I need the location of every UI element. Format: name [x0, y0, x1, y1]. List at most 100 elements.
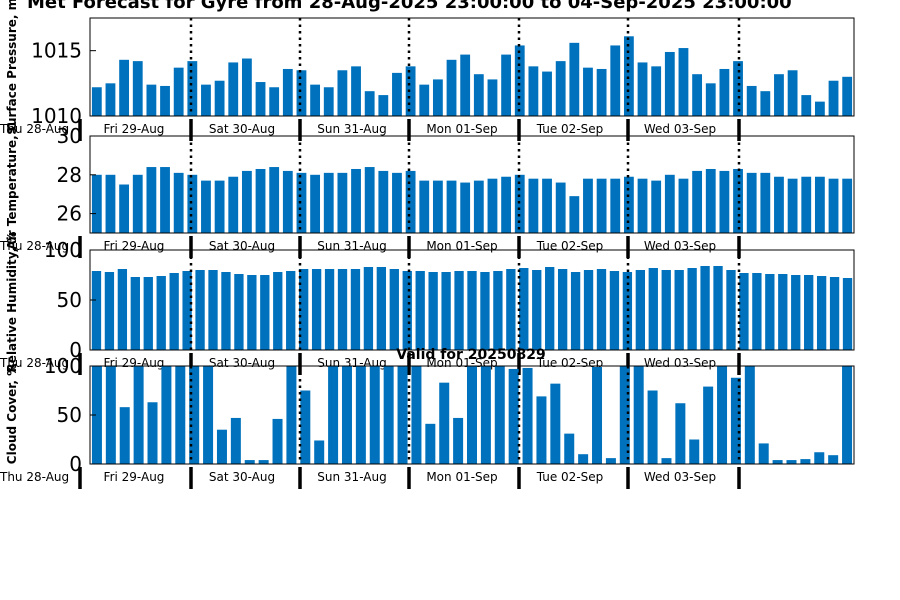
- bar: [555, 61, 566, 116]
- bar: [674, 270, 684, 350]
- bar: [439, 382, 450, 464]
- y-tick-label: 50: [57, 403, 82, 427]
- bar: [739, 273, 749, 350]
- bar: [234, 274, 244, 350]
- bar: [208, 270, 218, 350]
- bar: [692, 74, 703, 116]
- bar: [146, 84, 157, 116]
- y-axis-label: Cloud Cover, %: [5, 364, 19, 464]
- bar: [760, 172, 771, 233]
- bar: [273, 272, 283, 350]
- y-axis-label: Air Temperature, C: [5, 122, 19, 250]
- bar: [419, 84, 430, 116]
- bar: [300, 390, 311, 464]
- panel-title: Valid for 20250829: [396, 347, 545, 363]
- bar: [105, 83, 116, 116]
- bar: [550, 383, 561, 464]
- day-label: Mon 01-Sep: [426, 470, 497, 484]
- bar: [160, 167, 170, 233]
- bar: [260, 275, 270, 350]
- bar: [623, 36, 634, 116]
- bar: [432, 79, 443, 116]
- bar: [583, 178, 593, 233]
- bar: [117, 269, 128, 350]
- bar: [425, 423, 436, 464]
- bar: [635, 270, 645, 350]
- bar: [675, 403, 686, 464]
- bar: [689, 439, 700, 464]
- bar: [801, 176, 812, 233]
- bar: [214, 180, 225, 233]
- bar: [814, 176, 825, 233]
- bar: [752, 273, 762, 350]
- bar: [487, 79, 498, 116]
- bar: [623, 176, 634, 233]
- bar: [610, 178, 621, 233]
- bar: [787, 70, 798, 116]
- bar: [578, 454, 589, 464]
- day-label: Tue 02-Sep: [536, 122, 604, 136]
- bar: [201, 84, 211, 116]
- bar: [314, 440, 325, 464]
- bar: [175, 366, 186, 464]
- bar: [169, 273, 179, 350]
- bar: [173, 172, 184, 233]
- bar: [91, 174, 102, 233]
- bar: [814, 101, 825, 116]
- bar: [91, 87, 102, 116]
- bar: [241, 58, 252, 116]
- bar: [791, 275, 801, 350]
- bar: [651, 66, 662, 116]
- bar: [522, 367, 533, 464]
- bar: [156, 276, 166, 350]
- bar: [405, 170, 416, 233]
- y-tick-label: 100: [44, 354, 82, 378]
- bar: [296, 172, 307, 233]
- bar: [310, 84, 321, 116]
- bar: [255, 168, 266, 233]
- bar: [369, 366, 380, 464]
- bar: [460, 182, 471, 233]
- bar: [778, 274, 788, 350]
- bar: [703, 386, 714, 464]
- bar: [286, 271, 296, 350]
- bar: [341, 366, 352, 464]
- bar: [583, 270, 594, 350]
- bar: [460, 54, 471, 116]
- bar: [664, 174, 675, 233]
- bar: [132, 61, 143, 116]
- bar: [187, 61, 198, 116]
- bar: [828, 80, 839, 116]
- bar: [328, 366, 339, 464]
- bar: [214, 80, 225, 116]
- bar: [364, 167, 375, 233]
- bar: [596, 68, 607, 116]
- bar: [405, 66, 416, 116]
- bar: [816, 276, 827, 350]
- bar: [814, 452, 825, 464]
- bar: [182, 271, 192, 350]
- bar: [705, 83, 716, 116]
- day-label: Sun 31-Aug: [317, 470, 386, 484]
- bar: [726, 270, 736, 350]
- bar: [203, 366, 214, 464]
- bar: [746, 85, 757, 116]
- day-label: Tue 02-Sep: [536, 239, 604, 253]
- bar: [633, 366, 644, 464]
- bar: [432, 180, 443, 233]
- bar: [189, 366, 200, 464]
- day-label: Wed 03-Sep: [644, 356, 716, 370]
- bar: [392, 172, 402, 233]
- bar: [569, 196, 580, 233]
- bar: [195, 270, 205, 350]
- bar: [299, 269, 309, 350]
- bar: [323, 172, 334, 233]
- bar: [487, 178, 498, 233]
- bar: [583, 67, 593, 116]
- y-tick-label: 50: [57, 288, 82, 312]
- bar: [441, 272, 451, 350]
- bar: [480, 366, 491, 464]
- bar: [378, 95, 389, 116]
